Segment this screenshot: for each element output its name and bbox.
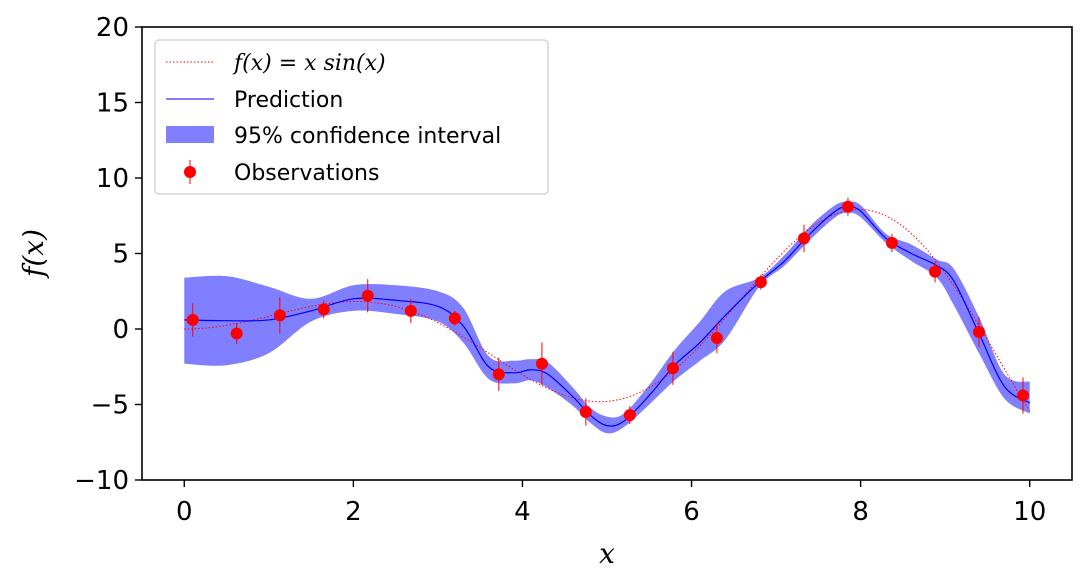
legend-confidence-swatch <box>166 126 214 143</box>
y-tick-label: −10 <box>74 466 129 496</box>
observation-point <box>666 362 679 375</box>
observations-layer <box>186 197 1029 426</box>
legend-observation-label: Observations <box>234 161 379 186</box>
x-tick-label: 2 <box>345 497 362 527</box>
x-tick-label: 6 <box>683 497 700 527</box>
observation-point <box>186 313 199 326</box>
x-tick-label: 0 <box>176 497 193 527</box>
x-tick-label: 8 <box>852 497 869 527</box>
observation-point <box>579 406 592 419</box>
observation-point <box>710 332 723 345</box>
x-axis-label: x <box>599 537 615 570</box>
observation-point <box>1016 389 1029 402</box>
y-tick-label: 5 <box>112 240 129 270</box>
y-tick-label: 15 <box>96 89 129 119</box>
x-axis-ticks: 0 2 4 6 8 10 <box>176 480 1046 527</box>
y-tick-label: 20 <box>96 13 129 43</box>
legend-box <box>154 39 549 195</box>
legend-true-label: f(x) = x sin(x) <box>232 51 386 76</box>
observation-point <box>492 368 505 381</box>
y-axis-label: f(x) <box>17 229 50 279</box>
observation-point <box>754 276 767 289</box>
legend-confidence-label: 95% confidence interval <box>234 124 501 149</box>
observation-point <box>973 326 985 339</box>
y-tick-label: 10 <box>96 164 129 194</box>
y-tick-label: −5 <box>91 391 129 421</box>
prediction-line <box>184 206 1031 427</box>
observation-point <box>885 236 898 249</box>
observation-point <box>273 309 286 322</box>
observation-point <box>841 200 854 213</box>
x-tick-label: 10 <box>1013 497 1046 527</box>
observation-point <box>929 265 942 278</box>
true-function-line <box>184 208 1031 412</box>
observation-point <box>623 409 636 422</box>
observation-point <box>404 304 417 317</box>
legend-prediction-label: Prediction <box>234 88 343 113</box>
y-axis-ticks: −10 −5 0 5 10 15 20 <box>74 13 142 496</box>
observation-point <box>230 327 243 340</box>
y-tick-label: 0 <box>112 315 129 345</box>
true-function-layer <box>184 208 1031 412</box>
observation-point <box>797 232 810 245</box>
legend: f(x) = x sin(x) Prediction 95% confidenc… <box>154 39 549 195</box>
observation-point <box>448 312 461 325</box>
legend-true-label-math: (x) = x sin(x) <box>242 51 385 76</box>
prediction-layer <box>184 206 1031 427</box>
observation-point <box>361 289 374 302</box>
observation-point <box>317 303 330 316</box>
x-tick-label: 4 <box>514 497 531 527</box>
observation-point <box>535 357 548 370</box>
legend-observation-marker <box>184 166 196 178</box>
